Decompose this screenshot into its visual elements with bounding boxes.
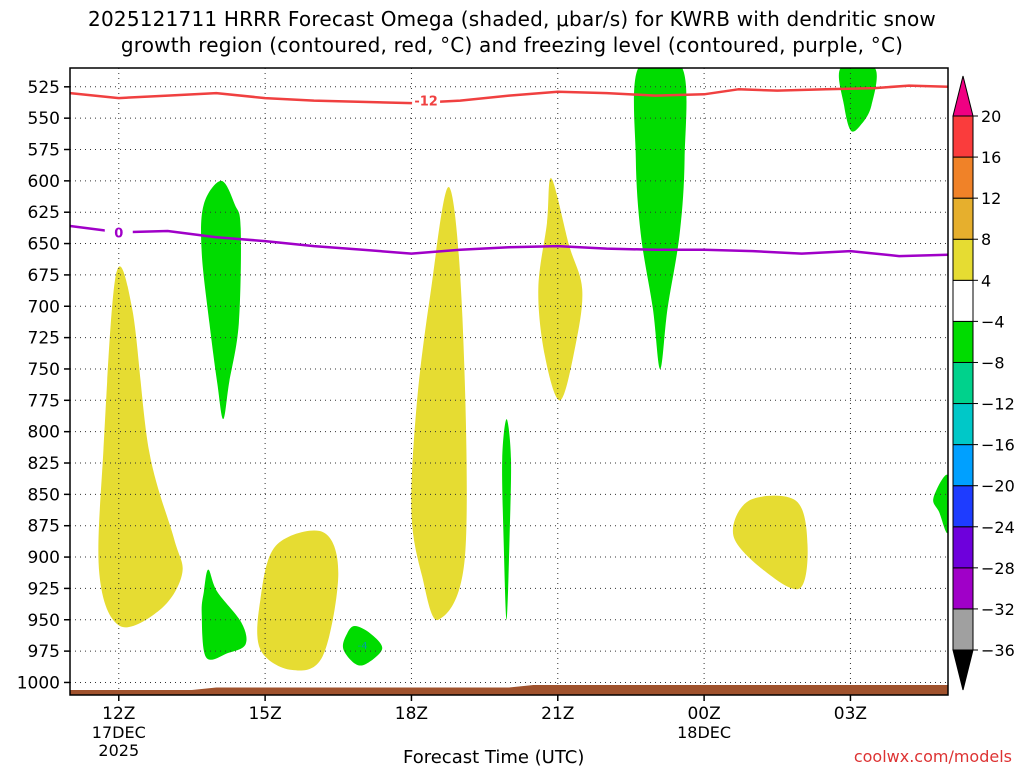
contour-label: 0 — [114, 226, 123, 241]
sinking-motion-region — [257, 530, 339, 671]
terrain-area — [70, 685, 948, 695]
y-tick-label: 775 — [28, 391, 60, 411]
x-tick-label: 15Z — [248, 704, 281, 724]
y-tick-label: 750 — [28, 360, 60, 380]
title-line-2: growth region (contoured, red, °C) and f… — [120, 33, 904, 57]
contour-label-bg — [104, 224, 133, 240]
contour-label: -12 — [414, 95, 438, 110]
colorbar-swatch — [952, 403, 974, 446]
y-tick-label: 600 — [28, 172, 60, 192]
x-tick-label: 21Z — [541, 704, 574, 724]
colorbar-swatch — [952, 197, 974, 240]
rising-motion-region — [342, 626, 383, 666]
x-axis-title: Forecast Time (UTC) — [403, 747, 585, 768]
freezing-level-line — [70, 224, 948, 258]
colorbar-swatch — [952, 608, 974, 651]
x-tick-label: 03Z — [834, 704, 867, 724]
colorbar-swatch — [952, 320, 974, 363]
y-tick-label: 650 — [28, 235, 60, 255]
colorbar-tick-label: 16 — [981, 148, 1001, 167]
contour-label-bg — [412, 92, 441, 108]
sinking-motion-region — [538, 178, 583, 401]
colorbar-swatch — [952, 115, 974, 158]
colorbar-swatch — [952, 279, 974, 322]
y-tick-label: 725 — [28, 329, 60, 349]
sinking-motion-region — [98, 266, 183, 628]
colorbar-tick-label: −32 — [981, 600, 1015, 619]
x-tick-label: 12Z — [102, 704, 135, 724]
colorbar-tick-label: −36 — [981, 641, 1015, 660]
colorbar-tick-label: 4 — [981, 271, 991, 290]
y-tick-label: 925 — [28, 579, 60, 599]
colorbar-tick-label: 8 — [981, 230, 991, 249]
x-tick-label: 18Z — [395, 704, 428, 724]
y-tick-label: 675 — [28, 266, 60, 286]
y-tick-label: 700 — [28, 297, 60, 317]
rising-motion-region — [633, 68, 687, 369]
y-tick-label: 875 — [28, 517, 60, 537]
dendritic-growth-line — [70, 84, 948, 105]
colorbar-swatch — [952, 567, 974, 610]
rising-motion-region — [201, 180, 241, 420]
y-tick-label: 550 — [28, 109, 60, 129]
title-line-1: 2025121711 HRRR Forecast Omega (shaded, … — [88, 7, 936, 31]
colorbar-tick-label: −4 — [981, 312, 1005, 331]
colorbar-swatch — [952, 485, 974, 528]
colorbar-arrow-low — [952, 649, 974, 691]
colorbar-swatch — [952, 156, 974, 199]
y-tick-label: 850 — [28, 485, 60, 505]
rising-motion-region — [838, 68, 877, 132]
colorbar-tick-label: −8 — [981, 353, 1005, 372]
sinking-motion-region — [732, 495, 808, 590]
rising-motion-region — [201, 569, 247, 660]
colorbar-tick-label: −20 — [981, 477, 1015, 496]
omega-shading: -4 — [98, 68, 948, 671]
chart-title: 2025121711 HRRR Forecast Omega (shaded, … — [0, 6, 1024, 58]
y-tick-label: 900 — [28, 548, 60, 568]
y-tick-label: 975 — [28, 642, 60, 662]
sinking-motion-region — [411, 186, 467, 621]
colorbar-swatch — [952, 444, 974, 487]
rising-motion-region — [502, 419, 512, 620]
x-tick-label: 00Z — [687, 704, 720, 724]
y-tick-label: 1000 — [17, 673, 60, 693]
region-label: -4 — [358, 641, 368, 652]
colorbar-swatch — [952, 238, 974, 281]
y-axis: 525 550 575 600 625 650 675 700 725 750 775 800 825 8… — [17, 78, 70, 693]
colorbar-swatch — [952, 361, 974, 405]
colorbar-tick-label: −12 — [981, 395, 1015, 414]
x-tick-sublabel: 18DEC — [677, 723, 731, 742]
colorbar-tick-label: 12 — [981, 189, 1001, 208]
y-tick-label: 825 — [28, 454, 60, 474]
y-tick-label: 575 — [28, 141, 60, 161]
temperature-contours: -12 0 — [70, 84, 948, 258]
plot-frame — [69, 67, 949, 696]
plot-background — [70, 68, 948, 695]
terrain-fill — [70, 685, 948, 695]
colorbar-tick-label: 20 — [981, 107, 1001, 126]
y-tick-label: 950 — [28, 611, 60, 631]
y-tick-label: 525 — [28, 78, 60, 98]
x-tick-sublabel: 2025 — [98, 741, 139, 760]
y-tick-label: 800 — [28, 423, 60, 443]
site-credit[interactable]: coolwx.com/models — [853, 747, 1012, 766]
colorbar-arrow-high — [952, 75, 974, 117]
colorbar-tick-label: −24 — [981, 518, 1015, 537]
rising-motion-region — [933, 474, 948, 534]
x-tick-sublabel: 17DEC — [92, 723, 146, 742]
colorbar-tick-label: −28 — [981, 559, 1015, 578]
y-tick-label: 625 — [28, 203, 60, 223]
colorbar: −36 −32 −28 −24 −20 −16 −12 −8 −4 4 8 12 16 20 — [952, 75, 1015, 691]
colorbar-swatch — [952, 526, 974, 569]
colorbar-tick-label: −16 — [981, 436, 1015, 455]
